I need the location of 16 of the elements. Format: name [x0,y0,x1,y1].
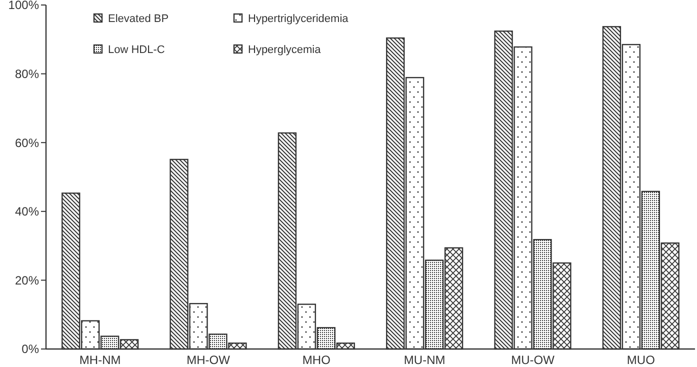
legend-label: Elevated BP [108,12,169,25]
x-tick-label: MUO [626,353,655,367]
legend-label: Low HDL-C [108,44,165,56]
x-tick-label: MH-NM [79,353,121,367]
legend-label: Hypertriglyceridemia [248,12,350,25]
y-tick-label: 20% [14,273,40,288]
x-tick-label: MH-OW [186,353,231,367]
y-tick-label: 80% [14,67,40,81]
x-tick-label: MU-NM [404,353,446,367]
x-tick-label: MU-OW [511,353,556,367]
y-tick-label: 0% [22,342,40,356]
legend-label: Hyperglycemia [248,44,322,56]
y-tick-label: 40% [14,204,40,219]
x-tick-label: MHO [302,353,330,367]
y-tick-label: 60% [14,136,40,150]
y-tick-label: 100% [8,0,40,12]
